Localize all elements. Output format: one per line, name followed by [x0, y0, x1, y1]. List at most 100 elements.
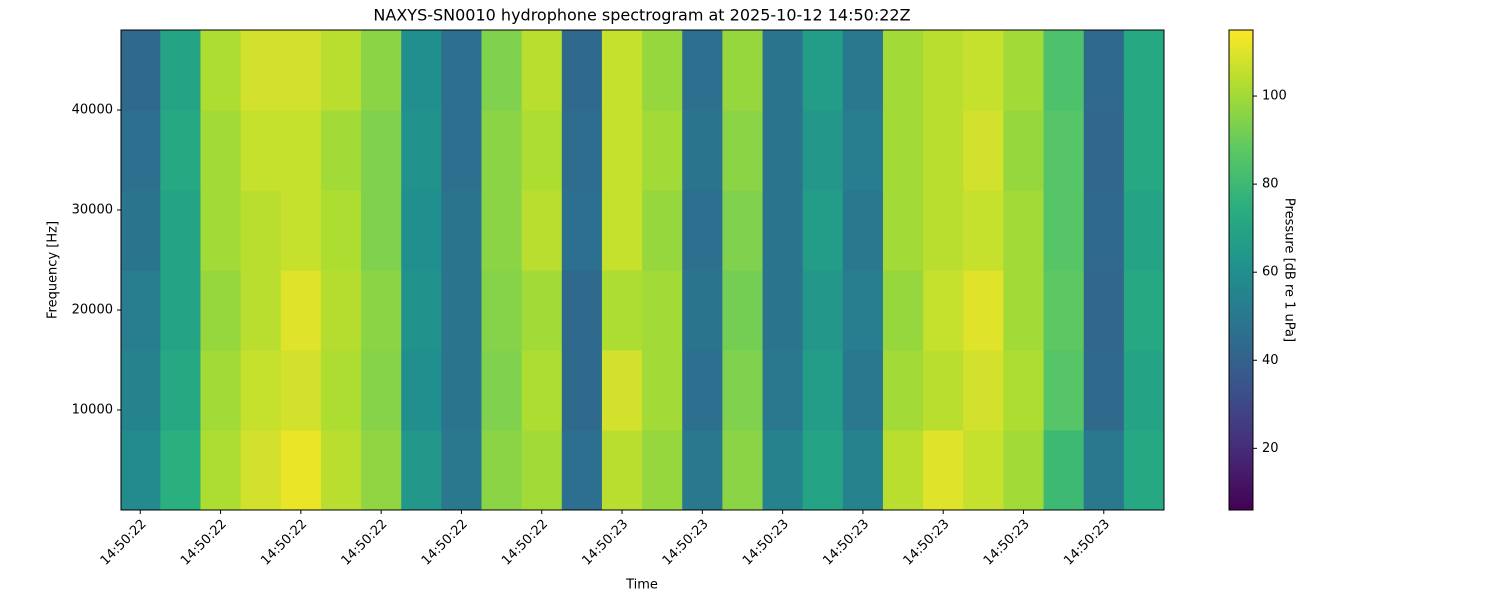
heatmap-cell	[1003, 30, 1045, 111]
heatmap-cell	[842, 110, 884, 191]
x-tick-label: 14:50:22	[339, 517, 391, 569]
heatmap-cell	[121, 110, 161, 191]
heatmap-cell	[1123, 110, 1164, 191]
heatmap-cell	[320, 190, 362, 271]
heatmap-cell	[923, 190, 964, 271]
y-tick-label: 10000	[72, 403, 113, 418]
heatmap-cell	[1083, 270, 1125, 351]
heatmap-cell	[160, 190, 201, 271]
heatmap-cell	[481, 430, 523, 510]
heatmap-cell	[1083, 430, 1125, 510]
heatmap-cell	[842, 190, 884, 271]
heatmap-cell	[722, 30, 764, 111]
heatmap-cell	[160, 350, 201, 431]
x-axis-label: Time	[625, 578, 658, 593]
heatmap-cell	[1083, 30, 1125, 111]
heatmap-cell	[521, 190, 563, 271]
heatmap-cell	[601, 430, 643, 510]
heatmap-cell	[361, 350, 402, 431]
heatmap-cell	[802, 430, 844, 510]
y-tick-label: 20000	[72, 303, 113, 318]
heatmap-cell	[963, 110, 1004, 191]
heatmap-cell	[121, 350, 161, 431]
heatmap-cell	[762, 110, 804, 191]
colorbar-tick-label: 60	[1262, 265, 1279, 280]
heatmap-cell	[762, 190, 804, 271]
plot-frame	[120, 29, 1165, 511]
heatmap-cell	[121, 270, 161, 351]
heatmap-cell	[923, 350, 964, 431]
heatmap-cell	[441, 110, 483, 191]
heatmap-cell	[682, 30, 723, 111]
heatmap-cell	[481, 190, 523, 271]
heatmap-cell	[361, 430, 402, 510]
heatmap-cell	[963, 430, 1004, 510]
heatmap-cell	[682, 350, 723, 431]
heatmap-cell	[160, 430, 201, 510]
heatmap-cell	[642, 350, 683, 431]
heatmap-cell	[280, 30, 322, 111]
heatmap-cell	[722, 110, 764, 191]
colorbar-tick-label: 40	[1262, 353, 1279, 368]
heatmap-cell	[842, 350, 884, 431]
heatmap-cell	[601, 190, 643, 271]
heatmap-cell	[642, 190, 683, 271]
heatmap-cell	[1083, 190, 1125, 271]
heatmap-cell	[802, 190, 844, 271]
x-tick-label: 14:50:22	[178, 517, 230, 569]
heatmap-cell	[1003, 190, 1045, 271]
heatmap-cell	[882, 110, 924, 191]
heatmap-cell	[1043, 110, 1085, 191]
heatmap-cell	[280, 350, 322, 431]
heatmap-cell	[160, 110, 201, 191]
heatmap-cell	[642, 270, 683, 351]
heatmap-cell	[682, 430, 723, 510]
heatmap-cell	[923, 110, 964, 191]
heatmap-cell	[963, 190, 1004, 271]
heatmap-cell	[561, 110, 603, 191]
heatmap-cell	[200, 350, 242, 431]
heatmap-cell	[561, 430, 603, 510]
heatmap-cell	[320, 270, 362, 351]
heatmap-cell	[160, 30, 201, 111]
x-tick-label: 14:50:23	[1061, 517, 1113, 569]
heatmap-cell	[361, 190, 402, 271]
heatmap-cell	[160, 270, 201, 351]
heatmap-cell	[1123, 190, 1164, 271]
x-tick-label: 14:50:22	[258, 517, 310, 569]
heatmap-cell	[121, 30, 161, 111]
heatmap-cell	[361, 270, 402, 351]
heatmap-cell	[401, 430, 442, 510]
heatmap-cell	[240, 110, 282, 191]
heatmap-cell	[441, 430, 483, 510]
heatmap-cell	[601, 110, 643, 191]
heatmap-cell	[762, 30, 804, 111]
heatmap-cell	[240, 30, 282, 111]
heatmap-cell	[802, 110, 844, 191]
heatmap-cell	[401, 270, 442, 351]
heatmap-cell	[1043, 350, 1085, 431]
heatmap-cell	[521, 110, 563, 191]
heatmap-cell	[642, 110, 683, 191]
heatmap-cell	[240, 190, 282, 271]
heatmap-cell	[802, 30, 844, 111]
heatmap-cell	[200, 430, 242, 510]
heatmap-cell	[121, 430, 161, 510]
heatmap-cell	[441, 350, 483, 431]
heatmap-cell	[1003, 270, 1045, 351]
heatmap-cell	[682, 270, 723, 351]
x-tick-label: 14:50:22	[419, 517, 471, 569]
heatmap-cell	[802, 350, 844, 431]
heatmap-cell	[963, 350, 1004, 431]
heatmap-cell	[1043, 190, 1085, 271]
heatmap-cell	[521, 430, 563, 510]
heatmap-cell	[280, 270, 322, 351]
x-tick-label: 14:50:23	[579, 517, 631, 569]
heatmap-cell	[481, 270, 523, 351]
heatmap-cell	[1083, 110, 1125, 191]
chart-title: NAXYS-SN0010 hydrophone spectrogram at 2…	[373, 6, 910, 25]
y-tick-label: 30000	[72, 203, 113, 218]
heatmap-cell	[441, 190, 483, 271]
heatmap-cell	[601, 270, 643, 351]
